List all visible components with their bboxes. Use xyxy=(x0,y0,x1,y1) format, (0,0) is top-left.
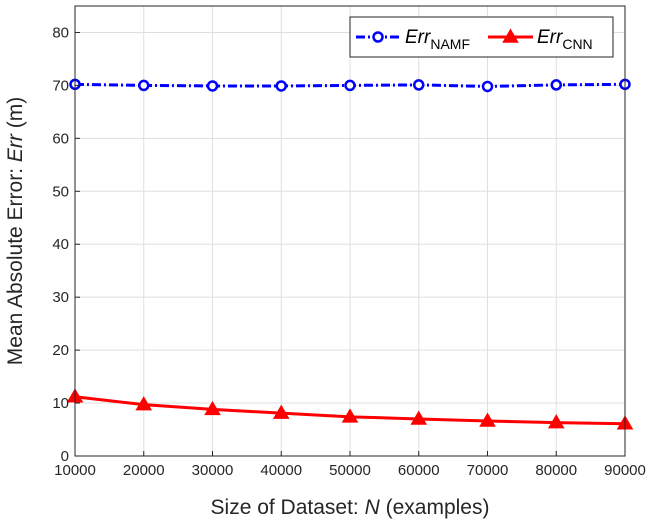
x-tick-label: 60000 xyxy=(398,462,440,479)
data-point-namf xyxy=(344,79,356,92)
y-tick-label: 70 xyxy=(52,77,69,94)
data-point-cnn xyxy=(479,412,496,427)
x-tick-label: 80000 xyxy=(535,462,577,479)
y-tick-label: 20 xyxy=(52,342,69,359)
data-point-namf xyxy=(481,80,494,93)
data-point-cnn xyxy=(341,408,359,423)
legend: ErrNAMF ErrCNN xyxy=(349,16,614,58)
legend-label-cnn: ErrCNN xyxy=(537,27,593,52)
legend-marker-cnn xyxy=(502,28,519,43)
data-point-namf xyxy=(413,79,425,91)
x-tick-label: 30000 xyxy=(192,462,234,479)
x-tick-label: 10000 xyxy=(54,462,96,479)
x-tick-label: 40000 xyxy=(260,462,302,479)
data-point-cnn xyxy=(272,404,290,419)
x-tick-label: 20000 xyxy=(123,462,165,479)
y-axis-title: Mean Absolute Error: Err (m) xyxy=(4,97,27,365)
data-point-namf xyxy=(206,80,219,92)
y-tick-label: 50 xyxy=(52,183,69,200)
series-layer xyxy=(66,78,634,430)
legend-label-namf: ErrNAMF xyxy=(405,27,470,52)
x-axis-ticks: 10000 20000 30000 40000 50000 60000 70000 80000… xyxy=(54,451,646,479)
legend-marker-namf xyxy=(372,31,384,43)
x-tick-label: 90000 xyxy=(604,462,646,479)
data-point-cnn xyxy=(547,414,565,429)
x-axis-title: Size of Dataset: N (examples) xyxy=(211,496,490,519)
y-axis-ticks: 0 10 20 30 40 50 60 70 80 xyxy=(52,24,80,465)
y-tick-label: 80 xyxy=(52,24,69,41)
x-tick-label: 70000 xyxy=(467,462,509,479)
data-point-cnn xyxy=(204,400,221,416)
data-point-cnn xyxy=(410,410,428,425)
data-point-namf xyxy=(550,79,562,91)
x-tick-label: 50000 xyxy=(329,462,371,479)
y-tick-label: 30 xyxy=(52,289,69,306)
y-tick-label: 60 xyxy=(52,130,69,147)
y-tick-label: 10 xyxy=(52,395,69,412)
data-point-cnn xyxy=(135,396,153,411)
data-point-namf xyxy=(138,79,150,92)
y-tick-label: 0 xyxy=(61,448,69,465)
data-point-namf xyxy=(275,80,287,92)
y-tick-label: 40 xyxy=(52,236,69,253)
